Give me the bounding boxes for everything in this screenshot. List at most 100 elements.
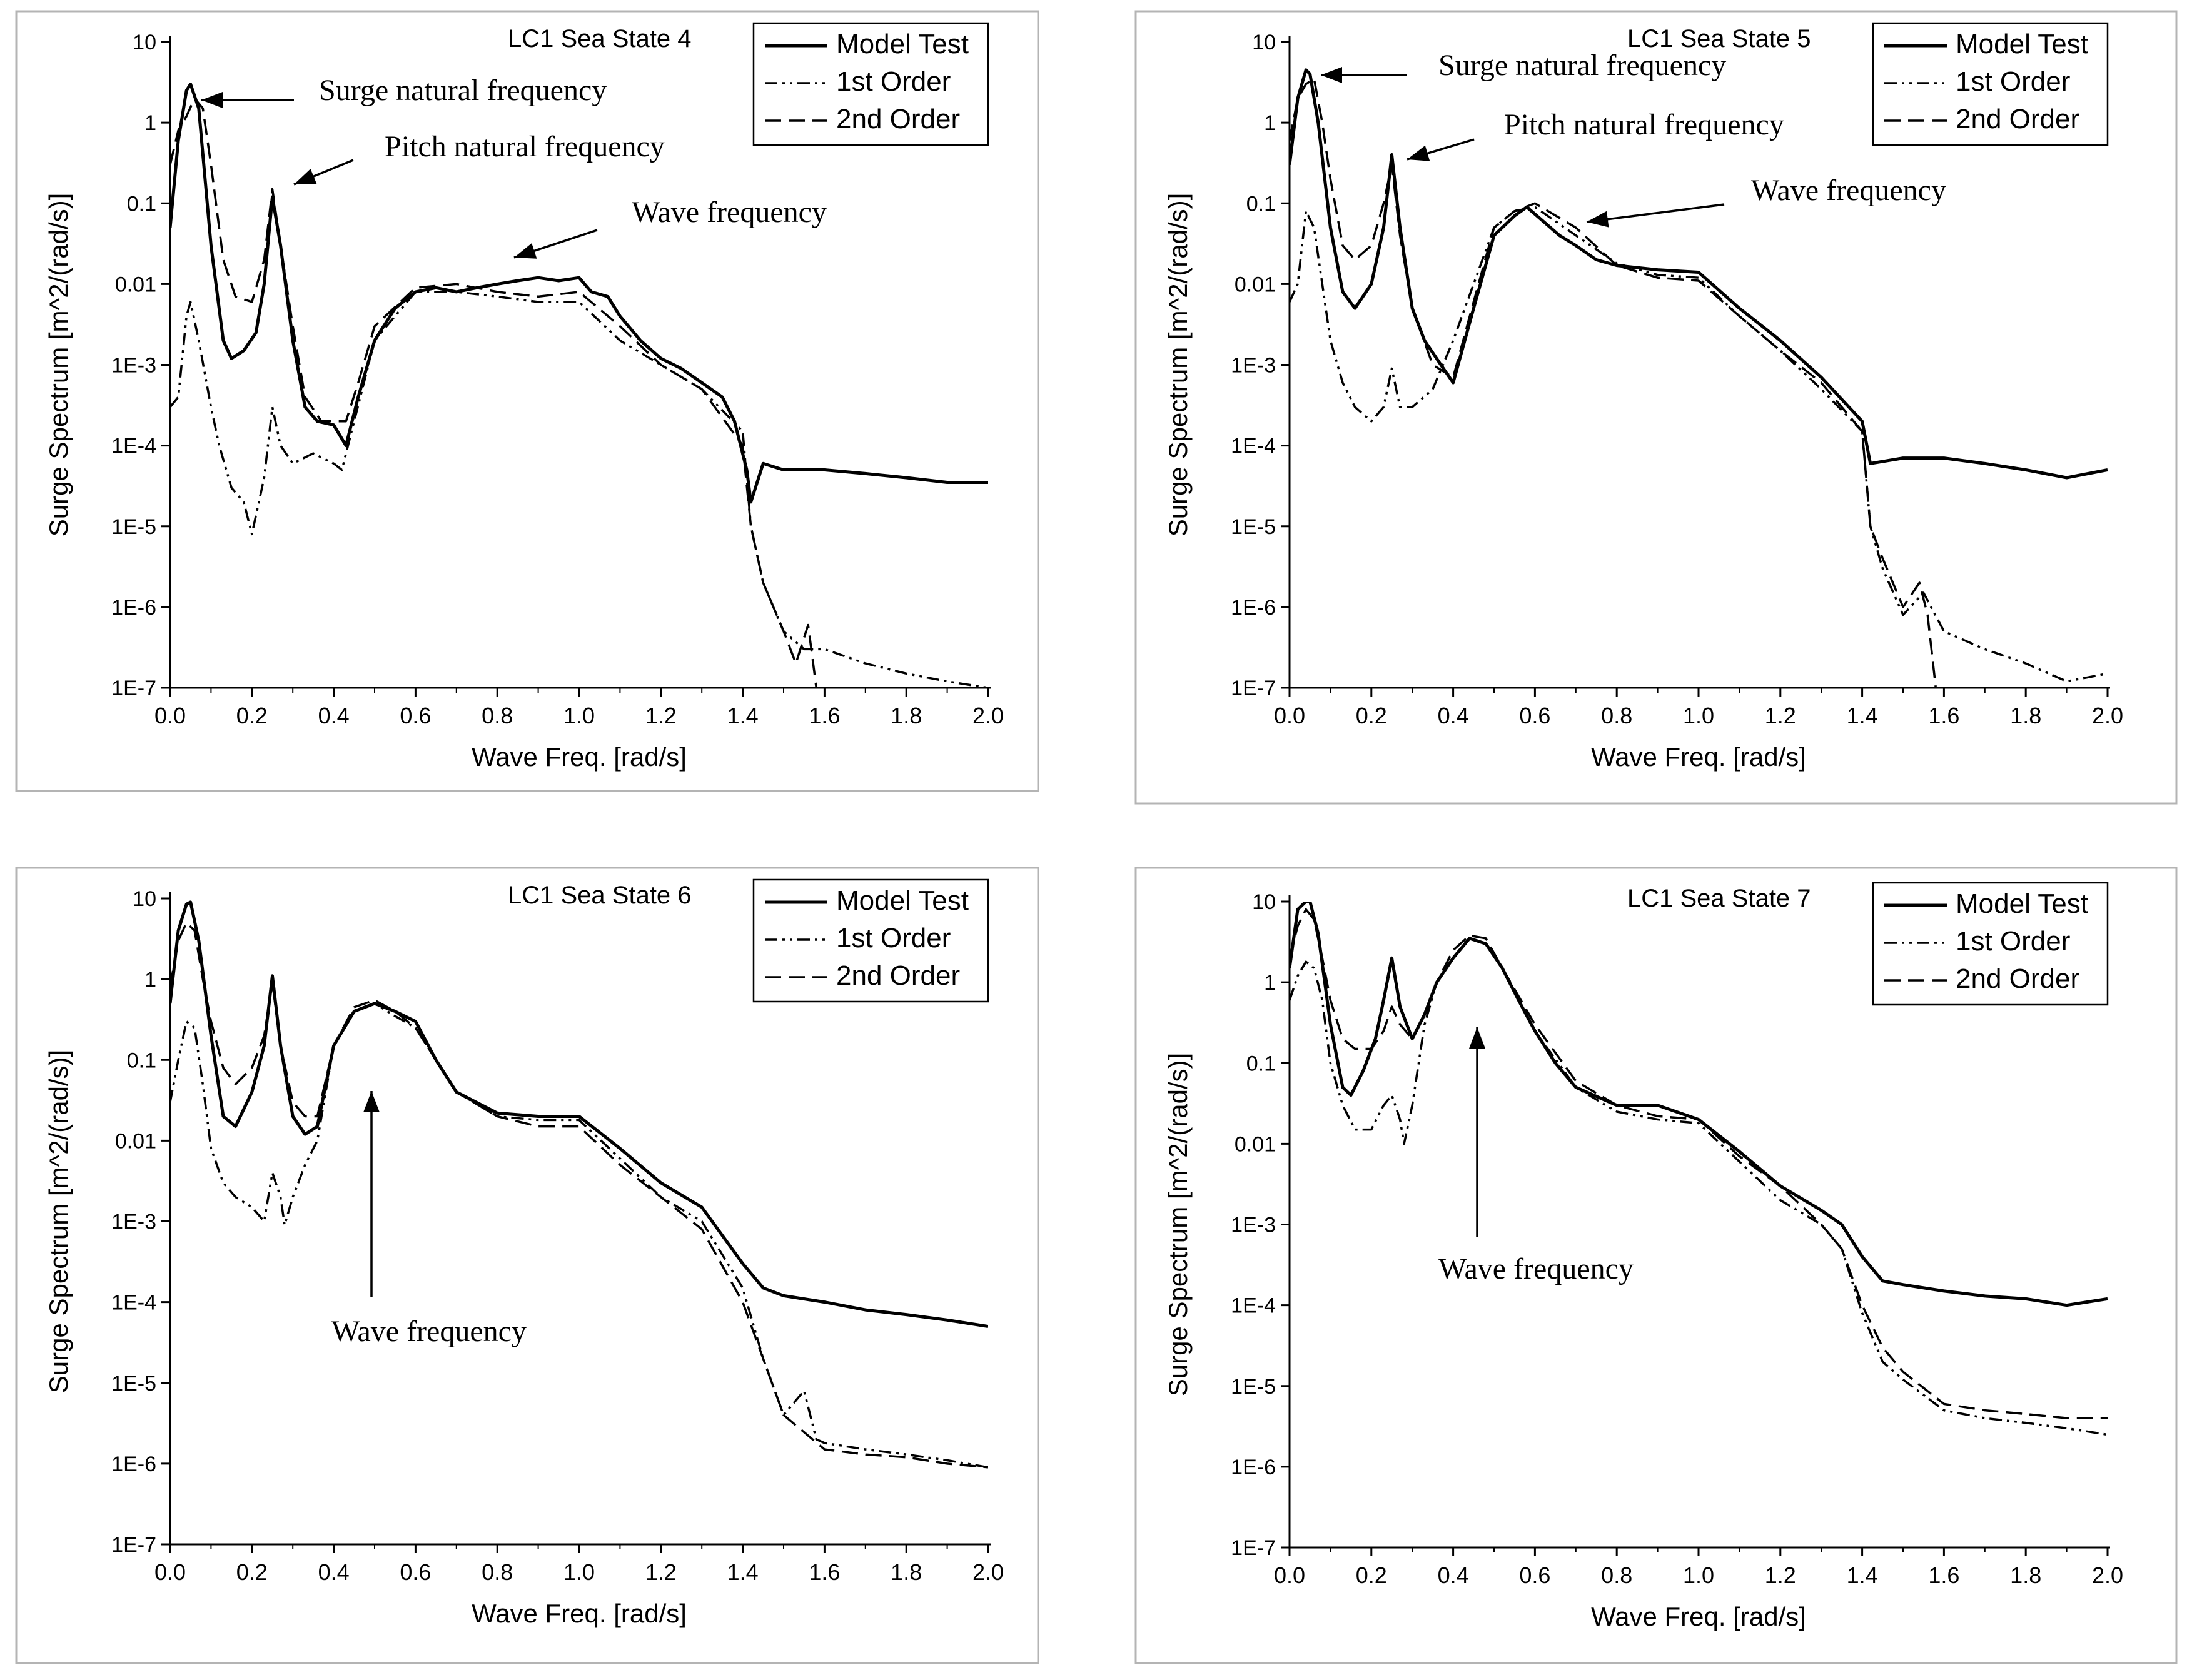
legend-entry: 1st Order xyxy=(836,923,951,953)
x-tick-label: 1.4 xyxy=(1847,1562,1878,1588)
y-axis-label: Surge Spectrum [m^2/(rad/s)] xyxy=(44,193,73,537)
chart-title: LC1 Sea State 4 xyxy=(508,25,692,53)
series-line-model-test xyxy=(1290,68,2108,480)
y-tick-label: 1E-3 xyxy=(1231,354,1276,378)
y-tick-label: 1E-5 xyxy=(1231,1375,1276,1399)
y-tick-label: 1E-7 xyxy=(111,677,156,700)
annotation-arrow-shaft xyxy=(1586,203,1725,223)
legend-entry: 1st Order xyxy=(1956,926,2070,957)
x-tick-label: 1.2 xyxy=(1765,703,1796,728)
y-axis-label: Surge Spectrum [m^2/(rad/s)] xyxy=(1163,1053,1193,1397)
chart-title: LC1 Sea State 7 xyxy=(1627,885,1811,912)
series-line-model-test xyxy=(170,900,988,1328)
y-tick-label: 1E-7 xyxy=(1231,1536,1276,1560)
x-tick-label: 1.8 xyxy=(2010,1562,2041,1588)
x-axis-label: Wave Freq. [rad/s] xyxy=(472,742,687,772)
y-tick-label: 1E-4 xyxy=(1231,435,1276,458)
panels: 0.0 0.2 0.4 0.6 0.8 1.0 1.2 1.4 1.6 1.8 2.0 1E-7 1E-… xyxy=(15,10,2178,1664)
x-tick-label: 1.2 xyxy=(645,703,677,728)
y-tick-label: 0.01 xyxy=(115,273,156,296)
x-tick-label: 0.2 xyxy=(1356,703,1387,728)
y-tick-label: 1E-7 xyxy=(1231,677,1276,700)
annotation-label: Pitch natural frequency xyxy=(385,130,665,163)
x-tick-label: 0.4 xyxy=(1438,1562,1469,1588)
chart-panel-1: 0.0 0.2 0.4 0.6 0.8 1.0 1.2 1.4 1.6 1.8 2.0 1E-7 1E-… xyxy=(15,10,1039,792)
y-tick-label: 1E-5 xyxy=(111,515,156,539)
legend-box xyxy=(1872,882,2109,1006)
legend-entry: 2nd Order xyxy=(1956,104,2079,134)
chart-panel-2: 0.0 0.2 0.4 0.6 0.8 1.0 1.2 1.4 1.6 1.8 2.0 1E-7 1E-… xyxy=(1134,10,2178,805)
annotation-label: Surge natural frequency xyxy=(319,74,607,107)
y-tick-label: 1E-4 xyxy=(111,1291,156,1315)
annotation-label: Pitch natural frequency xyxy=(1504,108,1784,141)
annotation-arrow-head xyxy=(1407,145,1430,161)
series-line-1st-order xyxy=(1290,206,2108,683)
legend-entry: Model Test xyxy=(1956,29,2088,59)
x-tick-label: 0.4 xyxy=(318,1559,350,1585)
legend-entry: Model Test xyxy=(836,885,969,916)
y-tick-label: 0.01 xyxy=(1235,273,1276,296)
x-tick-label: 2.0 xyxy=(2092,703,2123,728)
x-tick-label: 0.2 xyxy=(1356,1562,1387,1588)
legend-box xyxy=(1872,22,2109,146)
annotation-arrow-head xyxy=(514,243,537,259)
panel-frame xyxy=(1134,10,2178,805)
x-tick-label: 0.6 xyxy=(400,1559,431,1585)
x-tick-label: 1.0 xyxy=(563,703,595,728)
panel-frame xyxy=(1134,867,2178,1664)
legend-entry: 2nd Order xyxy=(836,104,960,134)
y-tick-label: 0.1 xyxy=(127,192,156,216)
legend-entry: Model Test xyxy=(836,29,969,59)
panel-frame xyxy=(15,867,1039,1664)
x-tick-label: 1.4 xyxy=(1847,703,1878,728)
x-axis-label: Wave Freq. [rad/s] xyxy=(1591,742,1806,772)
x-tick-label: 0.2 xyxy=(236,1559,268,1585)
y-tick-label: 0.1 xyxy=(127,1049,156,1072)
x-tick-label: 1.0 xyxy=(563,1559,595,1585)
y-axis-label: Surge Spectrum [m^2/(rad/s)] xyxy=(44,1050,73,1394)
y-tick-label: 1E-6 xyxy=(1231,596,1276,620)
x-tick-label: 0.0 xyxy=(154,703,186,728)
legend-entry: 2nd Order xyxy=(1956,963,2079,994)
y-tick-label: 10 xyxy=(133,31,156,54)
x-tick-label: 1.6 xyxy=(1928,1562,1959,1588)
x-tick-label: 1.2 xyxy=(645,1559,677,1585)
y-tick-label: 0.1 xyxy=(1246,1052,1276,1075)
y-tick-label: 1E-6 xyxy=(1231,1456,1276,1479)
x-tick-label: 0.6 xyxy=(1519,703,1550,728)
y-tick-label: 10 xyxy=(1252,890,1276,914)
y-tick-label: 1 xyxy=(144,111,156,135)
chart-panel-4: 0.0 0.2 0.4 0.6 0.8 1.0 1.2 1.4 1.6 1.8 2.0 1E-7 1E-… xyxy=(1134,867,2178,1664)
y-axis-label: Surge Spectrum [m^2/(rad/s)] xyxy=(1163,193,1193,537)
annotation-arrow-head xyxy=(1587,211,1609,228)
y-tick-label: 1 xyxy=(144,968,156,992)
y-tick-label: 1E-4 xyxy=(111,435,156,458)
x-tick-label: 0.0 xyxy=(1274,1562,1305,1588)
annotation-arrow-head xyxy=(201,92,223,108)
legend-entry: 2nd Order xyxy=(836,960,960,991)
y-tick-label: 1E-6 xyxy=(111,1452,156,1476)
legend-entry: Model Test xyxy=(1956,888,2088,919)
chart-title: LC1 Sea State 5 xyxy=(1627,25,1811,53)
chart-title: LC1 Sea State 6 xyxy=(508,882,692,909)
annotation-arrow-head xyxy=(294,169,317,184)
x-tick-label: 0.2 xyxy=(236,703,268,728)
annotation-label: Wave frequency xyxy=(1438,1252,1634,1285)
annotation-arrow-head xyxy=(363,1091,380,1112)
legend-box xyxy=(752,878,989,1003)
annotation-arrow-head xyxy=(1321,67,1342,83)
legend-entry: 1st Order xyxy=(1956,66,2070,97)
x-tick-label: 0.8 xyxy=(482,703,513,728)
series-line-2nd-order xyxy=(1290,78,1937,688)
annotation-label: Wave frequency xyxy=(1751,174,1946,207)
chart-panel-3: 0.0 0.2 0.4 0.6 0.8 1.0 1.2 1.4 1.6 1.8 2.0 1E-7 1E-… xyxy=(15,867,1039,1664)
y-tick-label: 0.01 xyxy=(1235,1132,1276,1156)
legend-box xyxy=(752,22,989,146)
x-axis-label: Wave Freq. [rad/s] xyxy=(472,1599,687,1628)
series-line-1st-order xyxy=(170,291,988,688)
series-line-2nd-order xyxy=(170,922,988,1469)
x-tick-label: 0.6 xyxy=(1519,1562,1550,1588)
x-tick-label: 2.0 xyxy=(972,1559,1004,1585)
x-axis-label: Wave Freq. [rad/s] xyxy=(1591,1602,1806,1631)
